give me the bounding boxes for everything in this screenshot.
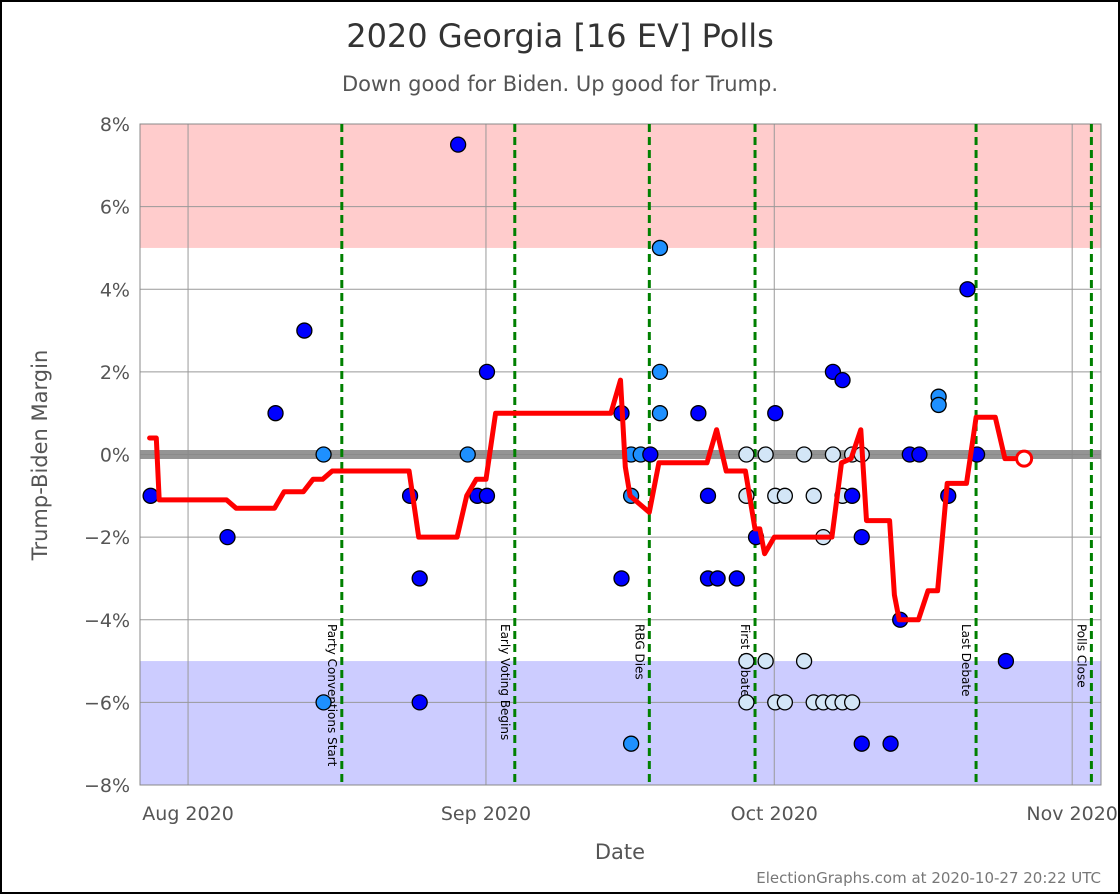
poll-point: [699, 487, 717, 504]
poll-point: [296, 322, 313, 339]
poll-point: [843, 487, 861, 504]
x-tick-label: Nov 2020: [1026, 803, 1117, 825]
y-tick-label: 6%: [100, 197, 130, 219]
event-label: RBG Dies: [632, 624, 646, 680]
event-markers: Party Conventions Start Early Voting Begi…: [325, 124, 1093, 785]
poll-point: [959, 281, 976, 298]
poll-point: [882, 735, 899, 752]
x-tick-label: Aug 2020: [142, 803, 234, 825]
poll-point: [459, 446, 476, 463]
poll-point: [411, 570, 428, 587]
poll-point: [834, 371, 851, 389]
poll-point: [478, 487, 496, 504]
poll-point: [622, 735, 640, 752]
poll-point: [709, 570, 726, 587]
poll-point: [315, 694, 332, 711]
event-label: Last Debate: [959, 624, 973, 697]
shaded-zone: [140, 124, 1101, 248]
credit-text: ElectionGraphs.com at 2020-10-27 20:22 U…: [756, 869, 1101, 887]
poll-point: [613, 570, 630, 587]
poll-point: [315, 446, 332, 463]
poll-point: [219, 528, 236, 546]
shaded-zones: [140, 124, 1101, 785]
poll-point: [776, 487, 794, 504]
x-tick-label: Sep 2020: [441, 803, 531, 825]
poll-point: [843, 694, 861, 711]
y-tick-label: −6%: [84, 692, 130, 714]
y-tick-label: −8%: [84, 775, 130, 797]
poll-point: [767, 405, 784, 422]
poll-point: [728, 570, 745, 587]
average-line: [147, 377, 1017, 623]
poll-average: [147, 377, 1034, 623]
current-average-marker: [1015, 449, 1034, 468]
poll-point: [642, 446, 659, 463]
y-tick-label: 0%: [100, 445, 130, 467]
poll-point: [930, 396, 947, 414]
chart-subtitle: Down good for Biden. Up good for Trump.: [342, 72, 778, 96]
poll-point: [853, 735, 870, 752]
event-label: Early Voting Begins: [498, 624, 512, 740]
poll-point: [757, 652, 774, 670]
poll-point: [651, 405, 669, 422]
y-tick-label: 8%: [100, 114, 130, 136]
poll-point: [651, 363, 669, 381]
poll-point: [478, 363, 496, 381]
shaded-zone: [140, 661, 1101, 785]
poll-point: [267, 405, 284, 422]
x-tick-label: Oct 2020: [731, 803, 818, 825]
event-label: Polls Close: [1074, 624, 1088, 688]
y-axis-ticks: 8% 6% 4% 2% 0% −2% −4% −6% −8%: [84, 114, 130, 797]
poll-point: [411, 694, 428, 711]
poll-point: [738, 446, 755, 463]
x-axis-ticks: Aug 2020 Sep 2020 Oct 2020 Nov 2020: [142, 803, 1118, 825]
poll-point: [795, 652, 813, 670]
poll-point: [824, 446, 842, 463]
poll-points: [142, 136, 1015, 752]
poll-point: [651, 239, 669, 257]
poll-point: [738, 652, 755, 670]
poll-point: [449, 136, 467, 153]
x-axis-label: Date: [595, 840, 645, 864]
poll-point: [776, 694, 794, 711]
event-label: Party Conventions Start: [325, 624, 339, 767]
poll-point: [690, 405, 707, 422]
poll-point: [853, 528, 870, 546]
y-tick-label: −4%: [84, 610, 130, 632]
poll-point: [795, 446, 813, 463]
y-axis-label: Trump-Biden Margin: [28, 350, 52, 562]
poll-point: [911, 446, 928, 463]
y-tick-label: 4%: [100, 279, 130, 301]
poll-point: [757, 446, 774, 463]
poll-point: [805, 487, 822, 504]
poll-point: [997, 652, 1015, 670]
y-tick-label: 2%: [100, 362, 130, 384]
y-tick-label: −2%: [84, 527, 130, 549]
poll-point: [142, 487, 159, 504]
chart-title: 2020 Georgia [16 EV] Polls: [346, 17, 774, 55]
poll-point: [738, 694, 755, 711]
